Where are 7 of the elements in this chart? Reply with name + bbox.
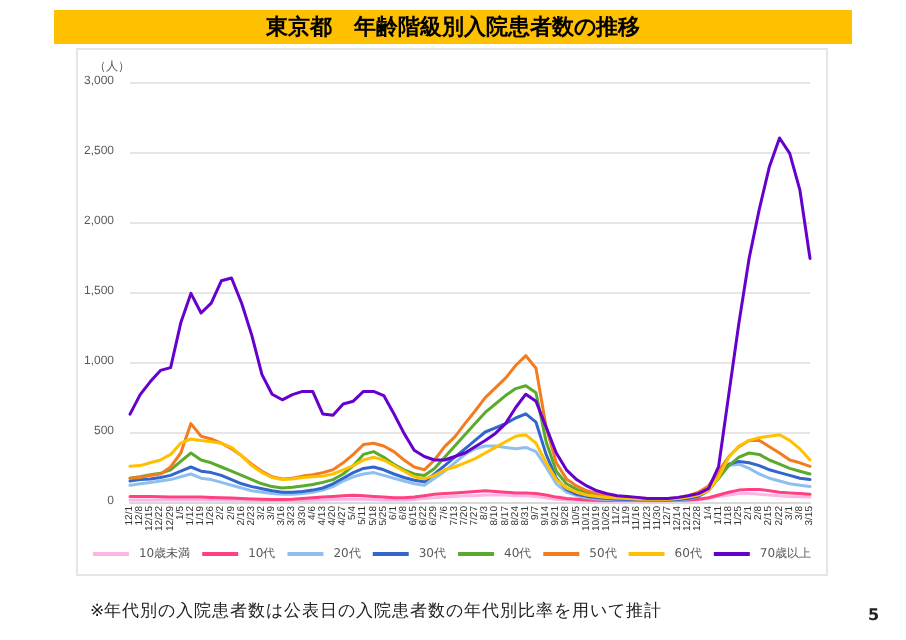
line-series bbox=[128, 444, 812, 502]
chart-title: 東京都 年齢階級別入院患者数の推移 bbox=[54, 10, 852, 44]
text: ※年代別の入院患者数は公表日の入院患者数の年代別比率を用いて推計 bbox=[87, 600, 665, 624]
line-series bbox=[128, 433, 812, 501]
line-series bbox=[128, 136, 812, 500]
text: 5 bbox=[868, 606, 880, 624]
line-series bbox=[128, 412, 812, 502]
